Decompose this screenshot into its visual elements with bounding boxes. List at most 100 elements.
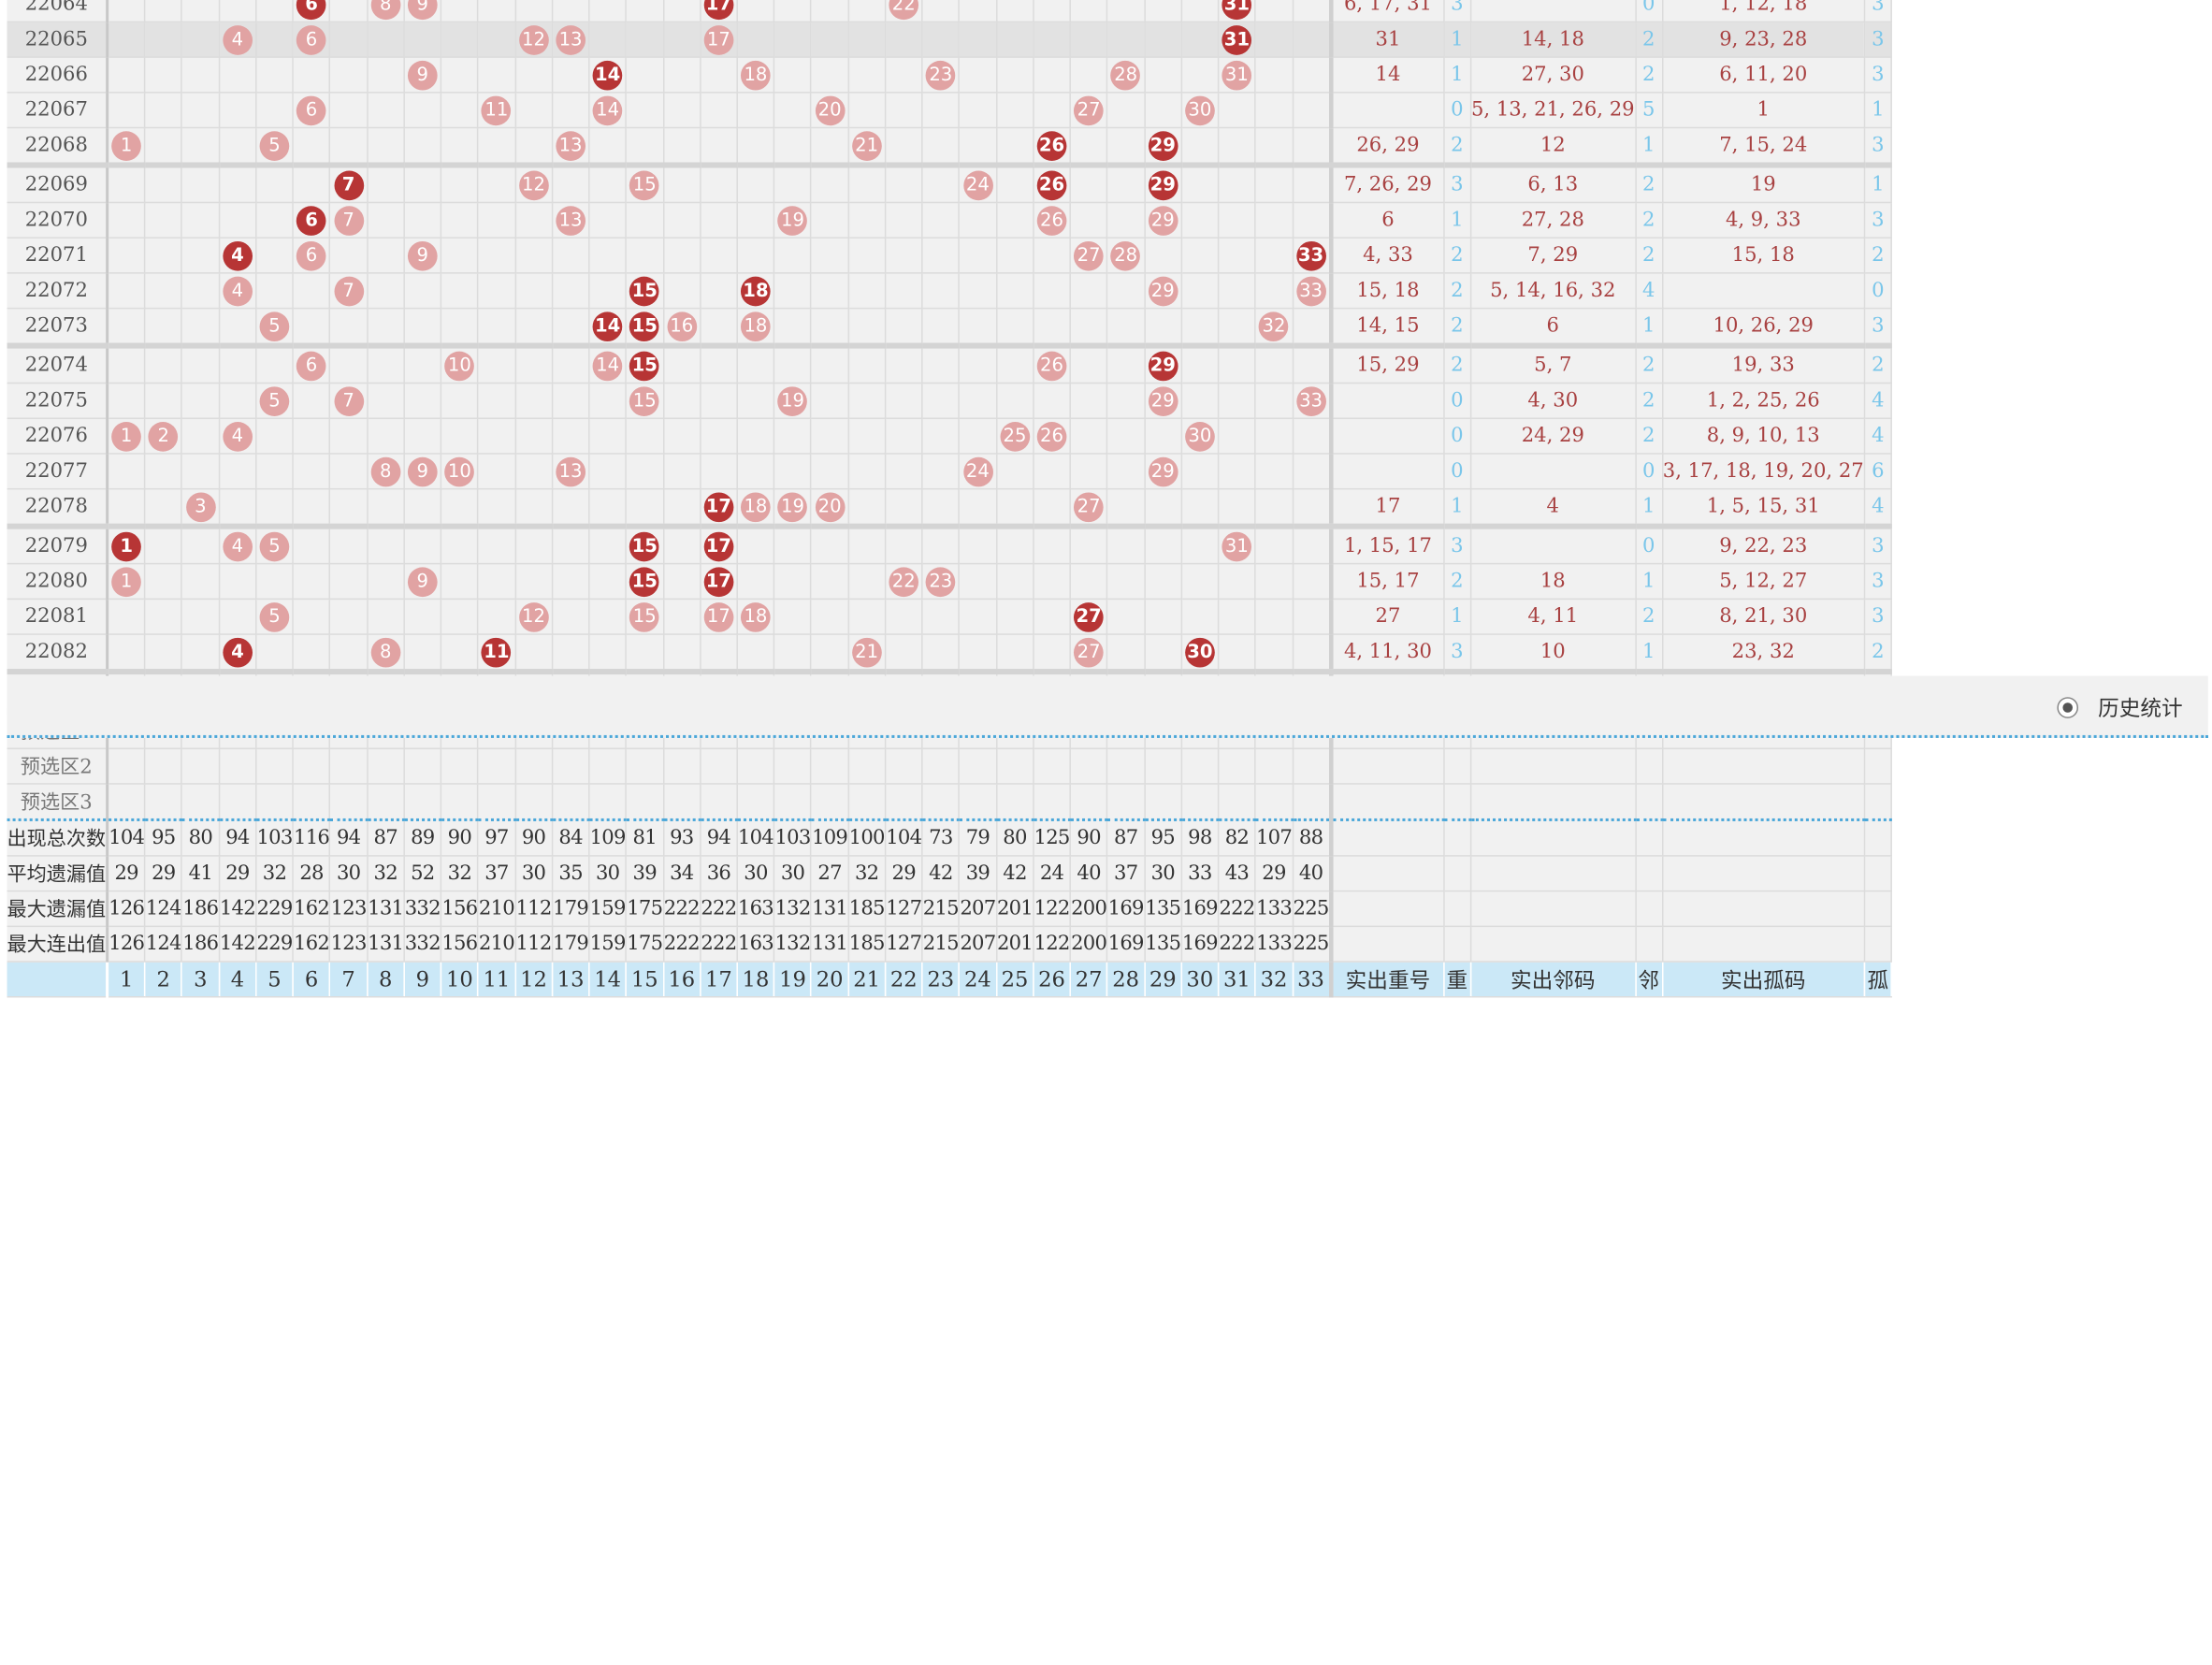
preselect-cell[interactable] — [737, 748, 775, 785]
preselect-cell[interactable] — [1218, 748, 1256, 785]
preselect-cell[interactable] — [700, 748, 738, 785]
preselect-cell[interactable] — [107, 748, 146, 785]
preselect-cell[interactable] — [367, 783, 405, 821]
preselect-cell[interactable] — [1292, 783, 1332, 821]
number-cell — [144, 127, 183, 168]
number-cell: 30 — [1181, 92, 1220, 129]
preselect-cell[interactable] — [996, 748, 1034, 785]
draw-row: 22074 6 10 14 15 26 29 15, 29 2 5, 7 2 19, 33 2 — [7, 345, 1892, 384]
preselect-cell[interactable] — [663, 748, 701, 785]
preselect-cell[interactable] — [329, 748, 369, 785]
preselect-cell[interactable] — [885, 783, 923, 821]
preselect-stat-cell — [1662, 748, 1866, 785]
number-cell — [737, 0, 775, 23]
number-cell — [626, 127, 664, 168]
preselect-cell[interactable] — [1255, 783, 1294, 821]
preselect-cell[interactable] — [1033, 783, 1072, 821]
preselect-cell[interactable] — [588, 783, 628, 821]
column-header-number: 1 — [107, 962, 146, 998]
preselect-cell[interactable] — [144, 783, 183, 821]
preselect-cell[interactable] — [885, 748, 923, 785]
number-cell — [1255, 383, 1294, 420]
preselect-cell[interactable] — [959, 783, 997, 821]
number-cell — [1292, 488, 1332, 529]
preselect-cell[interactable] — [1144, 748, 1182, 785]
statistic-value: 127 — [885, 890, 923, 928]
preselect-cell[interactable] — [1218, 783, 1256, 821]
preselect-cell[interactable] — [441, 783, 479, 821]
preselect-cell[interactable] — [1033, 748, 1072, 785]
preselect-cell[interactable] — [329, 783, 369, 821]
preselect-cell[interactable] — [922, 783, 961, 821]
preselect-cell[interactable] — [514, 783, 554, 821]
number-cell: 17 — [700, 599, 738, 635]
number-cell — [922, 22, 961, 58]
preselect-cell[interactable] — [255, 783, 295, 821]
preselect-stat-cell — [1328, 783, 1445, 821]
preselect-cell[interactable] — [552, 783, 590, 821]
preselect-cell[interactable] — [1070, 748, 1108, 785]
preselect-cell[interactable] — [1144, 783, 1182, 821]
statistic-blank-cell — [1864, 855, 1892, 892]
preselect-cell[interactable] — [552, 748, 590, 785]
preselect-cell[interactable] — [478, 748, 516, 785]
preselect-cell[interactable] — [478, 783, 516, 821]
preselect-cell[interactable] — [181, 783, 220, 821]
number-cell — [737, 127, 775, 168]
preselect-cell[interactable] — [737, 783, 775, 821]
number-cell: 27 — [1070, 634, 1108, 675]
preselect-cell[interactable] — [255, 748, 295, 785]
preselect-cell[interactable] — [1292, 748, 1332, 785]
preselect-cell[interactable] — [811, 783, 849, 821]
number-cell — [144, 345, 183, 384]
preselect-cell[interactable] — [847, 783, 887, 821]
preselect-cell[interactable] — [922, 748, 961, 785]
history-stats-option[interactable]: 历史统计 — [2057, 693, 2183, 723]
preselect-cell[interactable] — [811, 748, 849, 785]
preselect-cell[interactable] — [403, 748, 442, 785]
preselect-cell[interactable] — [367, 748, 405, 785]
preselect-cell[interactable] — [847, 748, 887, 785]
preselect-cell[interactable] — [626, 748, 664, 785]
preselect-cell[interactable] — [663, 783, 701, 821]
number-cell — [144, 563, 183, 601]
preselect-cell[interactable] — [144, 748, 183, 785]
preselect-cell[interactable] — [219, 783, 257, 821]
statistic-value: 104 — [107, 818, 146, 857]
number-cell — [219, 127, 257, 168]
preselect-cell[interactable] — [700, 783, 738, 821]
preselect-cell[interactable] — [773, 783, 813, 821]
preselect-cell[interactable] — [959, 748, 997, 785]
number-cell — [588, 488, 628, 529]
preselect-cell[interactable] — [514, 748, 554, 785]
preselect-cell[interactable] — [1255, 748, 1294, 785]
preselect-cell[interactable] — [1181, 783, 1220, 821]
preselect-cell[interactable] — [293, 748, 331, 785]
statistic-value: 79 — [959, 818, 997, 857]
preselect-cell[interactable] — [181, 748, 220, 785]
number-cell — [293, 57, 331, 94]
preselect-cell[interactable] — [1106, 783, 1146, 821]
number-cell — [1106, 345, 1146, 384]
number-cell — [107, 165, 146, 204]
statistic-value: 94 — [329, 818, 369, 857]
preselect-cell[interactable] — [1070, 783, 1108, 821]
preselect-cell[interactable] — [996, 783, 1034, 821]
preselect-cell[interactable] — [219, 748, 257, 785]
statistic-value: 37 — [1106, 855, 1146, 892]
preselect-cell[interactable] — [1181, 748, 1220, 785]
preselect-cell[interactable] — [293, 783, 331, 821]
number-cell — [1033, 526, 1072, 565]
statistic-value: 42 — [922, 855, 961, 892]
preselect-cell[interactable] — [773, 748, 813, 785]
statistic-blank-cell — [1662, 926, 1866, 963]
preselect-cell[interactable] — [1106, 748, 1146, 785]
preselect-cell[interactable] — [107, 783, 146, 821]
preselect-cell[interactable] — [441, 748, 479, 785]
number-cell: 10 — [441, 345, 479, 384]
preselect-cell[interactable] — [403, 783, 442, 821]
statistic-value: 30 — [329, 855, 369, 892]
preselect-cell[interactable] — [626, 783, 664, 821]
history-stats-radio[interactable] — [2057, 697, 2078, 718]
preselect-cell[interactable] — [588, 748, 628, 785]
